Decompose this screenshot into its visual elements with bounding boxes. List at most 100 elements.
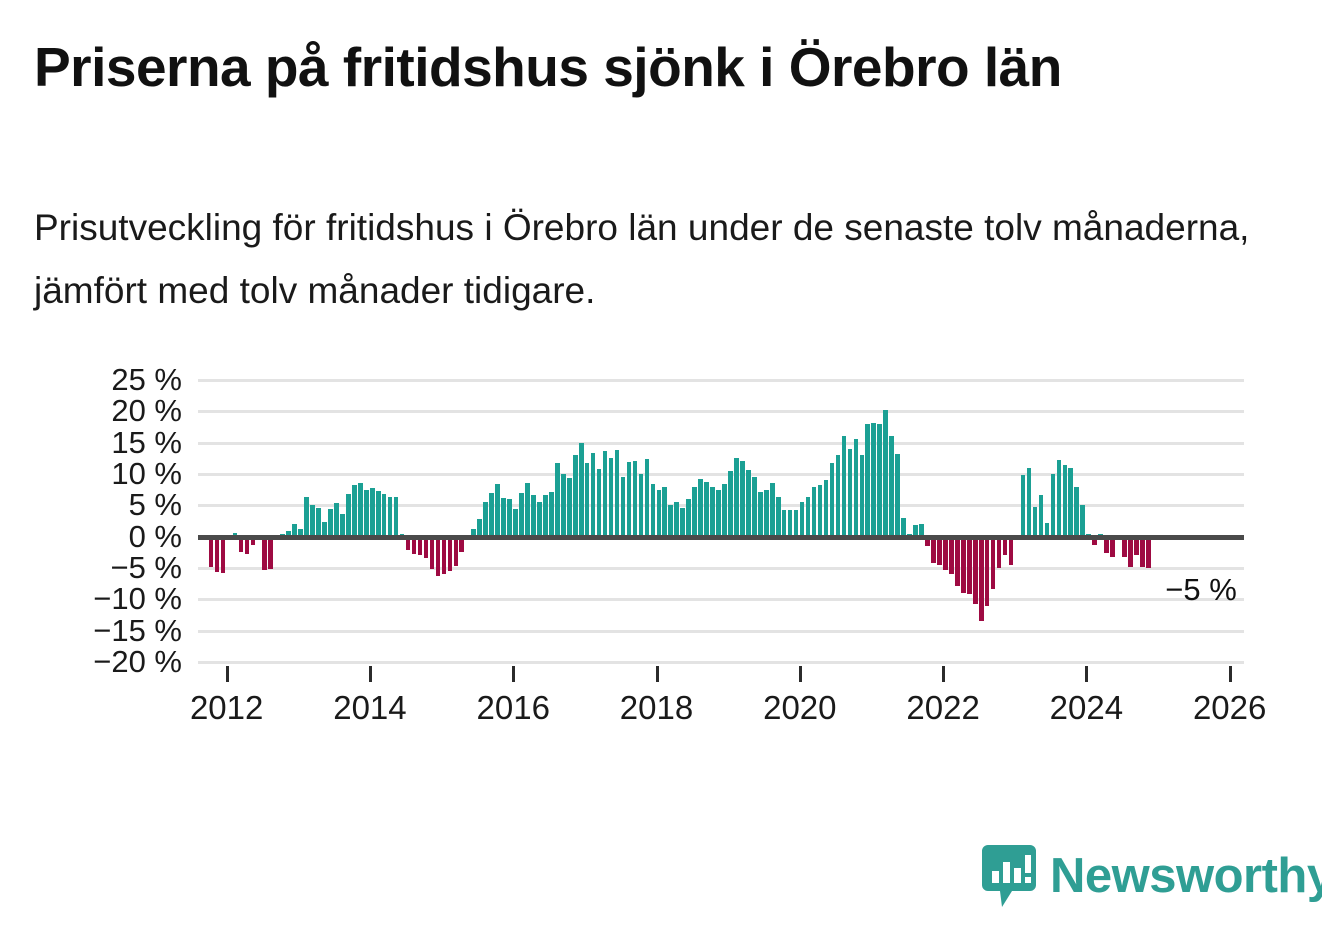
- bar: [1110, 536, 1115, 558]
- bar: [1074, 486, 1080, 537]
- bar: [895, 453, 900, 537]
- bar: [883, 410, 888, 537]
- bar: [441, 536, 447, 575]
- bar: [752, 477, 757, 537]
- bar: [644, 458, 650, 537]
- bar: [871, 422, 877, 537]
- gridline: [198, 567, 1244, 570]
- bar: [543, 495, 548, 537]
- bar: [972, 536, 978, 605]
- bar: [531, 494, 536, 537]
- gridline: [198, 410, 1244, 414]
- bar: [262, 536, 268, 571]
- x-axis-tick-mark: [798, 666, 802, 682]
- bar: [1080, 505, 1085, 537]
- bar: [310, 505, 315, 537]
- bar: [572, 455, 578, 537]
- x-axis-tick-label: 2012: [189, 689, 264, 726]
- bar: [549, 491, 554, 537]
- bar: [435, 536, 441, 576]
- bar: [513, 509, 518, 537]
- gridline: [198, 473, 1244, 476]
- x-axis-tick-mark: [1085, 666, 1089, 682]
- bar: [268, 536, 274, 570]
- y-axis-tick-label: 25 %: [111, 362, 182, 397]
- bar: [328, 509, 333, 537]
- bar: [286, 531, 291, 537]
- bar: [626, 462, 632, 537]
- bar: [322, 522, 327, 537]
- bar: [769, 482, 775, 537]
- bar: [740, 461, 745, 537]
- bar: [990, 536, 996, 590]
- bar: [877, 423, 883, 537]
- bar: [566, 477, 572, 537]
- bar: [996, 536, 1002, 568]
- bar: [584, 462, 590, 537]
- bar: [853, 438, 859, 537]
- bar: [381, 494, 387, 537]
- bar: [961, 536, 966, 594]
- bar: [829, 462, 835, 537]
- bar: [411, 536, 417, 555]
- x-axis-tick-label: 2014: [333, 689, 407, 726]
- bar: [537, 501, 542, 537]
- y-axis-tick-label: 20 %: [111, 393, 182, 429]
- bar: [656, 489, 662, 537]
- bar: [1056, 460, 1062, 537]
- bar-series: [198, 380, 1244, 662]
- bar: [955, 536, 960, 586]
- bar: [1008, 536, 1014, 566]
- y-axis-tick-label: 0 %: [128, 518, 182, 554]
- bar: [346, 494, 351, 537]
- bar: [1062, 465, 1068, 537]
- newsworthy-logo[interactable]: Newsworthy: [982, 845, 1322, 907]
- bar: [913, 525, 918, 537]
- bar: [304, 496, 309, 537]
- bar: [704, 482, 709, 537]
- bar: [1146, 536, 1151, 568]
- bar: [734, 457, 739, 537]
- bar: [686, 499, 691, 537]
- y-axis-tick-label: −15 %: [93, 612, 182, 648]
- bar: [763, 490, 769, 537]
- y-axis-tick-label: −10 %: [93, 581, 182, 617]
- y-axis-tick-label: 15 %: [111, 424, 182, 460]
- bar: [560, 474, 566, 537]
- bar: [984, 536, 990, 606]
- bar: [1032, 506, 1038, 537]
- x-axis-tick-label: 2022: [906, 689, 980, 726]
- bar: [1104, 536, 1109, 553]
- bar: [495, 484, 500, 537]
- bar: [1002, 536, 1008, 556]
- x-axis-tick-label: 2020: [763, 689, 837, 726]
- bar: [889, 436, 894, 537]
- page-title: Priserna på fritidshus sjönk i Örebro lä…: [34, 36, 1062, 98]
- bar: [937, 536, 942, 566]
- bar: [555, 462, 560, 537]
- bar: [214, 536, 220, 572]
- bar: [1020, 475, 1026, 537]
- bar: [901, 517, 906, 537]
- gridline: [198, 504, 1244, 508]
- bar: [650, 484, 656, 537]
- y-axis-tick-label: 10 %: [111, 456, 182, 491]
- plot-area: [198, 379, 1244, 664]
- bar: [477, 519, 482, 537]
- bar: [519, 492, 524, 537]
- bar: [620, 476, 626, 537]
- bar: [387, 496, 393, 537]
- bar: [525, 482, 530, 537]
- bar: [244, 536, 250, 555]
- bar: [1068, 467, 1074, 537]
- x-axis-tick-mark: [512, 666, 516, 682]
- bar: [358, 482, 363, 537]
- bar: [220, 536, 226, 573]
- bar: [1122, 536, 1127, 557]
- bar: [680, 508, 685, 537]
- x-axis-tick-label: 2016: [476, 689, 550, 726]
- bar: [423, 536, 429, 558]
- gridline: [198, 379, 1244, 382]
- bar: [1128, 536, 1133, 567]
